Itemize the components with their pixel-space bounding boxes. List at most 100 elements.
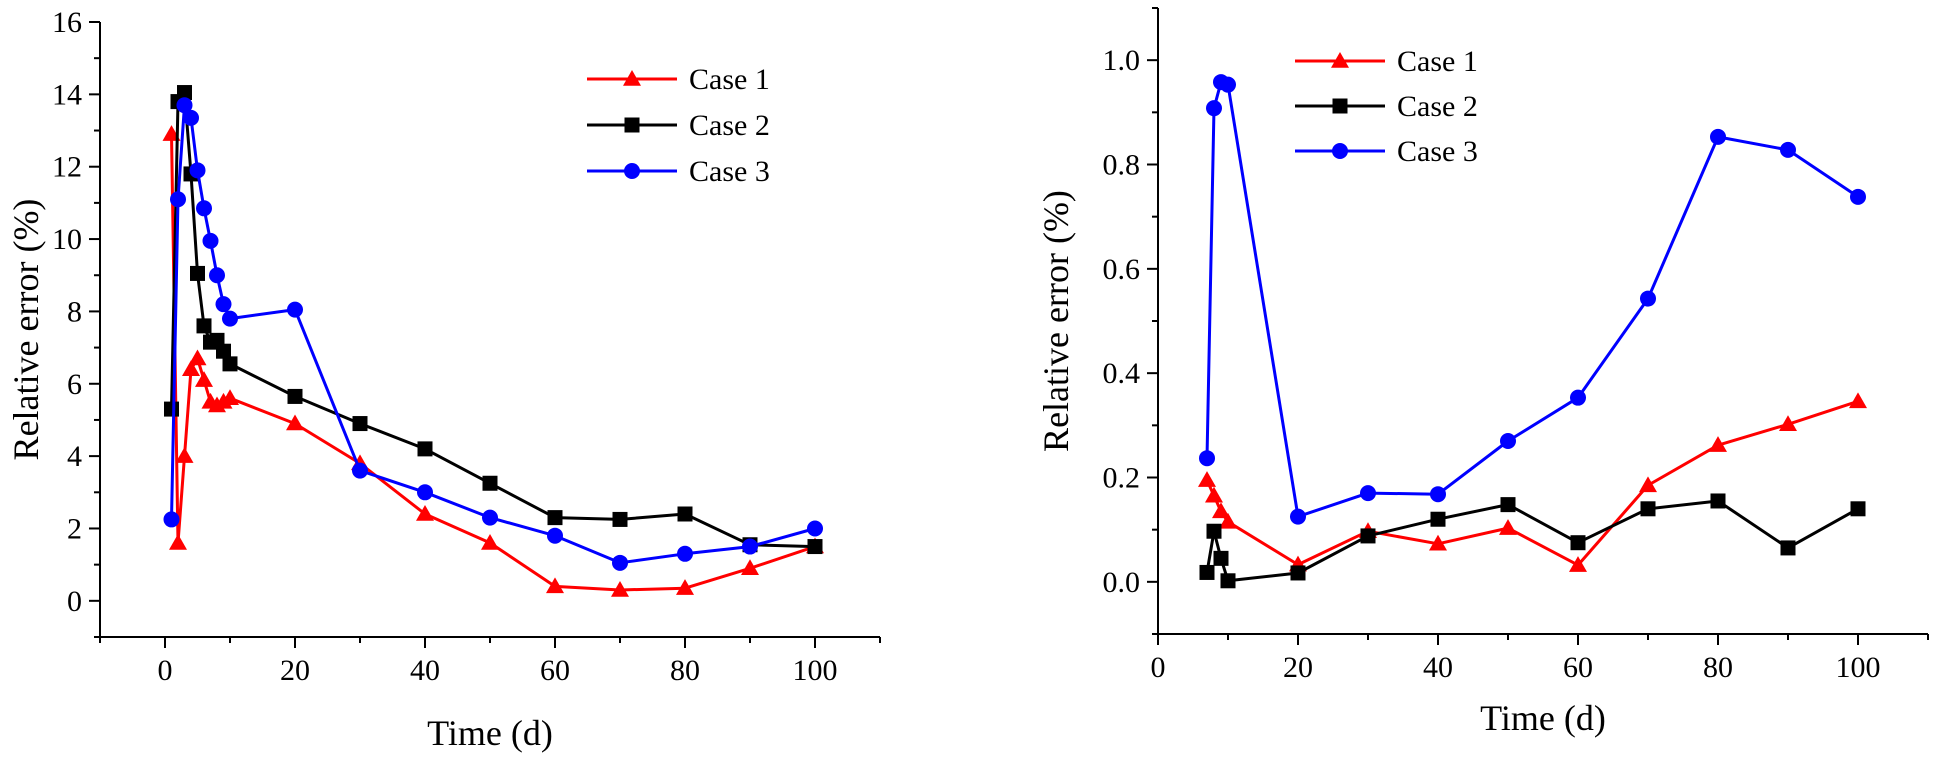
data-point (416, 505, 434, 521)
data-point (1500, 497, 1516, 513)
data-point (1640, 290, 1656, 307)
x-tick-label: 20 (280, 654, 310, 687)
data-point (188, 349, 207, 366)
data-point (547, 527, 563, 544)
data-point (1198, 471, 1216, 487)
data-point (417, 441, 433, 457)
y-tick-label: 0.8 (1103, 149, 1141, 182)
data-point (676, 579, 694, 595)
y-tick-label: 0.0 (1103, 566, 1141, 599)
data-point (1220, 573, 1236, 589)
x-tick-label: 0 (1151, 651, 1166, 684)
data-point (1220, 76, 1236, 93)
data-point (215, 296, 232, 313)
x-tick-label: 100 (1836, 651, 1881, 684)
data-point (612, 554, 628, 571)
series-case-3 (163, 97, 823, 571)
y-axis-title: Relative error (%) (1036, 190, 1076, 452)
legend-marker (1332, 143, 1348, 159)
data-point (190, 265, 205, 281)
data-point (222, 356, 238, 372)
legend-marker (624, 163, 640, 179)
x-tick-label: 80 (1703, 651, 1733, 684)
data-point (1199, 450, 1215, 467)
x-tick-label: 40 (1423, 651, 1453, 684)
axes-frame (1157, 8, 1928, 635)
data-point (1710, 128, 1726, 145)
data-point (209, 267, 225, 284)
data-point (807, 539, 823, 555)
x-tick-label: 60 (1563, 651, 1593, 684)
data-point (202, 232, 219, 249)
data-point (742, 538, 758, 555)
data-point (286, 414, 304, 431)
legend-label: Case 2 (1397, 90, 1478, 123)
data-point (1290, 508, 1306, 525)
data-point (170, 191, 186, 208)
legend-label: Case 1 (1397, 45, 1478, 78)
data-point (1430, 511, 1446, 527)
data-point (1219, 512, 1237, 529)
data-point (482, 509, 498, 526)
data-point (481, 533, 499, 550)
data-point (195, 371, 213, 387)
data-point (287, 301, 303, 318)
data-point (1360, 528, 1376, 544)
y-tick-label: 2 (67, 512, 82, 545)
data-point (163, 511, 180, 528)
data-point (1850, 188, 1866, 205)
data-point (1850, 501, 1866, 517)
series-case-1 (1198, 392, 1867, 572)
x-tick-label: 60 (540, 654, 570, 687)
y-tick-label: 0.4 (1103, 357, 1141, 390)
data-point (175, 447, 194, 463)
legend-marker (1331, 52, 1349, 68)
data-point (183, 109, 199, 126)
legend-marker (623, 70, 641, 86)
data-point (1500, 432, 1516, 449)
data-point (807, 520, 823, 537)
data-point (182, 360, 200, 377)
legend-label: Case 2 (689, 109, 770, 142)
legend-marker (624, 117, 640, 133)
data-point (611, 580, 629, 597)
data-point (1709, 436, 1727, 452)
data-point (221, 389, 239, 405)
y-tick-label: 0 (67, 585, 82, 618)
data-point (1499, 519, 1517, 535)
series-case-3 (1199, 74, 1866, 525)
data-point (216, 343, 231, 359)
x-tick-label: 20 (1283, 651, 1313, 684)
data-point (482, 475, 498, 491)
series-line (1205, 80, 1859, 519)
data-point (1710, 493, 1726, 509)
data-point (1430, 486, 1446, 503)
data-point (1206, 100, 1222, 117)
x-tick-label: 0 (158, 654, 173, 687)
data-point (1779, 415, 1797, 432)
data-point (612, 511, 628, 527)
data-point (1206, 523, 1222, 539)
data-point (1849, 392, 1867, 409)
data-point (1640, 501, 1656, 517)
data-point (287, 388, 303, 404)
data-point (196, 318, 212, 334)
y-tick-label: 12 (52, 151, 82, 184)
data-point (677, 506, 693, 522)
y-axis-title: Relative error (%) (6, 199, 46, 461)
y-tick-label: 8 (67, 295, 82, 328)
data-point (1212, 502, 1230, 519)
data-point (547, 510, 563, 526)
data-point (176, 97, 193, 114)
data-point (352, 416, 368, 432)
y-tick-label: 0.2 (1103, 462, 1141, 495)
y-tick-label: 6 (67, 368, 82, 401)
x-tick-label: 40 (410, 654, 440, 687)
legend: Case 1 Case 2 Case 3 (587, 63, 770, 188)
data-point (189, 162, 206, 179)
legend-label: Case 3 (1397, 135, 1478, 168)
legend-label: Case 1 (689, 63, 770, 96)
data-point (1290, 565, 1306, 581)
data-point (164, 401, 179, 417)
